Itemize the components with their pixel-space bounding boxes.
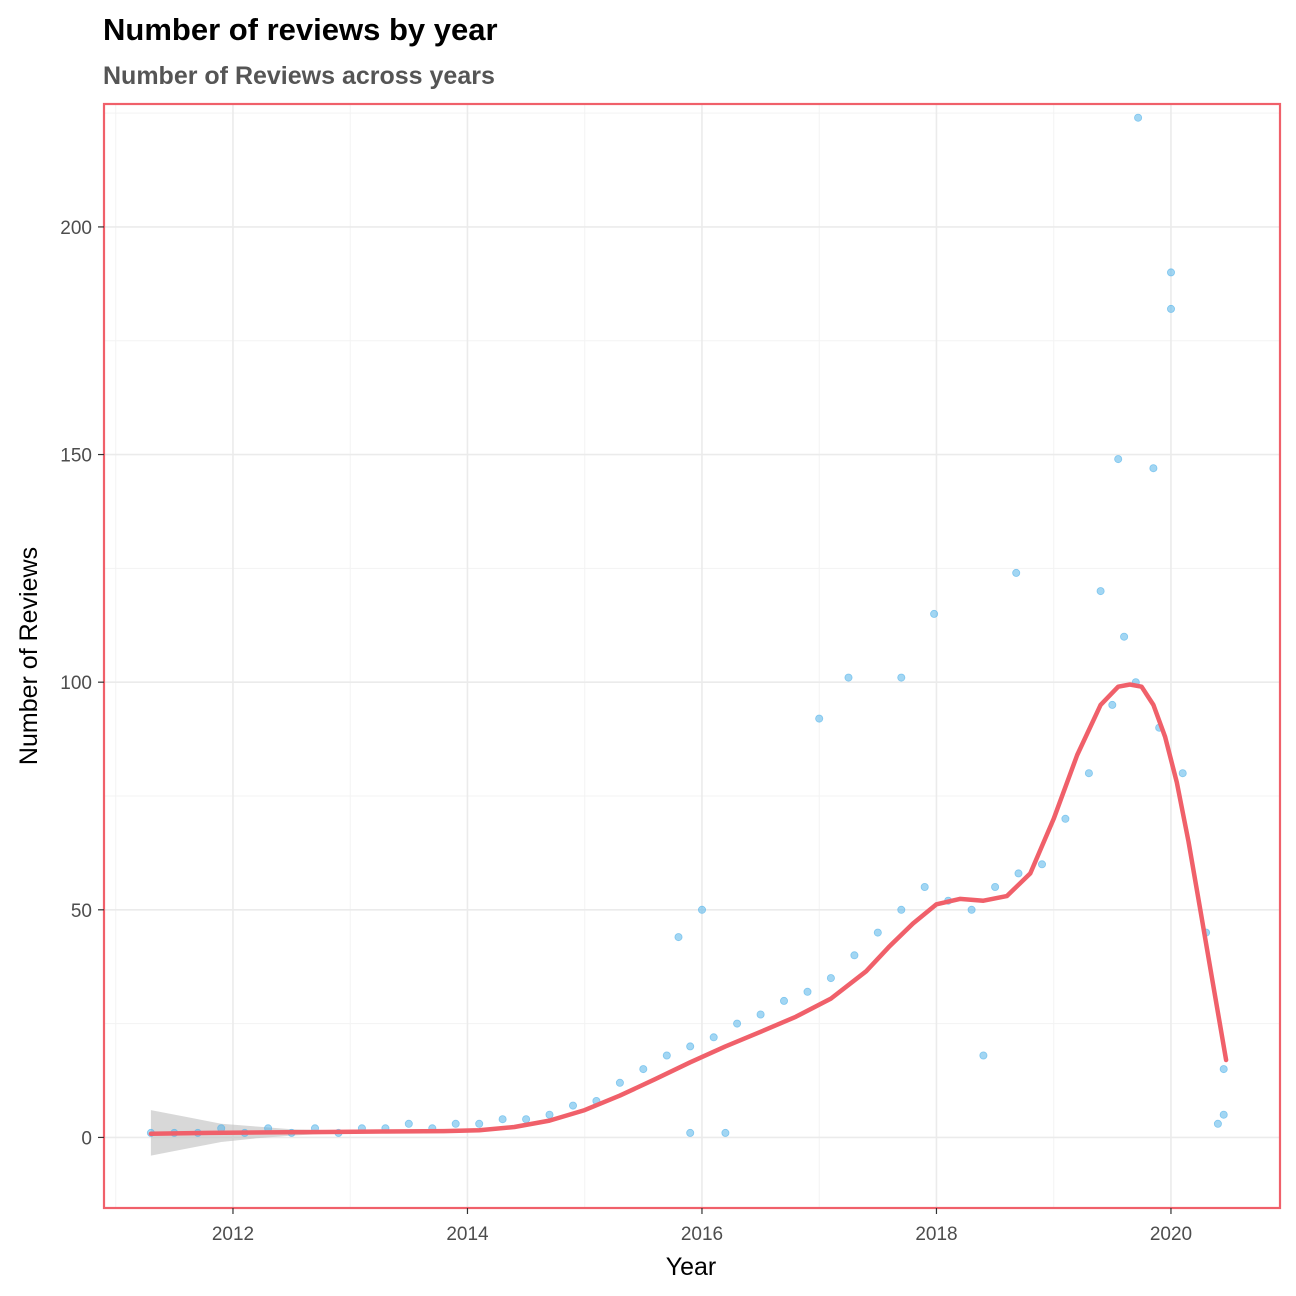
data-point [1012,568,1021,577]
data-point [686,1128,695,1137]
data-point [1134,113,1143,122]
data-point [1096,587,1105,596]
data-point [404,1119,413,1128]
data-point [967,905,976,914]
x-axis-title: Year [666,1253,717,1281]
data-point [844,673,853,682]
data-point [756,1010,765,1019]
data-point [826,974,835,983]
data-point [475,1119,484,1128]
data-point [979,1051,988,1060]
data-point [1120,632,1129,641]
data-point [662,1051,671,1060]
data-point [1149,464,1158,473]
data-point [897,673,906,682]
data-point [1038,860,1047,869]
x-tick-label: 2020 [1150,1224,1192,1245]
data-point [1114,455,1123,464]
data-point [1108,700,1117,709]
data-point [1219,1065,1228,1074]
smooth-line-layer [148,682,1229,1137]
x-axis-ticks: 2012 2014 2016 2018 2020 [212,1208,1192,1245]
grid-lines [104,104,1280,1208]
y-tick-label: 0 [81,1128,92,1149]
data-point [639,1065,648,1074]
data-point [920,883,929,892]
y-axis-ticks: 0 50 100 150 200 [60,218,104,1149]
data-point [674,933,683,942]
data-point [1219,1110,1228,1119]
x-tick-label: 2012 [212,1224,254,1245]
data-point [615,1078,624,1087]
data-point [850,951,859,960]
chart-subtitle: Number of Reviews across years [103,62,495,90]
data-point [991,883,1000,892]
data-point [1061,814,1070,823]
data-point [897,905,906,914]
x-tick-label: 2016 [681,1224,723,1245]
data-point [1084,769,1093,778]
data-point [721,1128,730,1137]
data-point [1213,1119,1222,1128]
data-point [569,1101,578,1110]
data-point [1014,869,1023,878]
y-tick-label: 100 [60,673,92,694]
data-point [1167,268,1176,277]
data-point [815,714,824,723]
y-tick-label: 150 [60,446,92,467]
data-point [698,905,707,914]
y-axis-title: Number of Reviews [15,547,43,765]
panel-border [102,102,1282,1210]
data-point [873,928,882,937]
data-point [686,1042,695,1051]
data-point [780,996,789,1005]
data-point [930,609,939,618]
data-point [1167,304,1176,313]
data-point [709,1033,718,1042]
data-point [803,987,812,996]
y-tick-label: 50 [71,901,92,922]
chart-title: Number of reviews by year [103,12,498,47]
data-point [498,1115,507,1124]
x-tick-label: 2018 [915,1224,957,1245]
smooth-trend-line [148,682,1229,1137]
data-point [1178,769,1187,778]
data-point [451,1119,460,1128]
data-point [545,1110,554,1119]
data-point [522,1115,531,1124]
y-tick-label: 200 [60,218,92,239]
data-point [733,1019,742,1028]
x-tick-label: 2014 [446,1224,489,1245]
